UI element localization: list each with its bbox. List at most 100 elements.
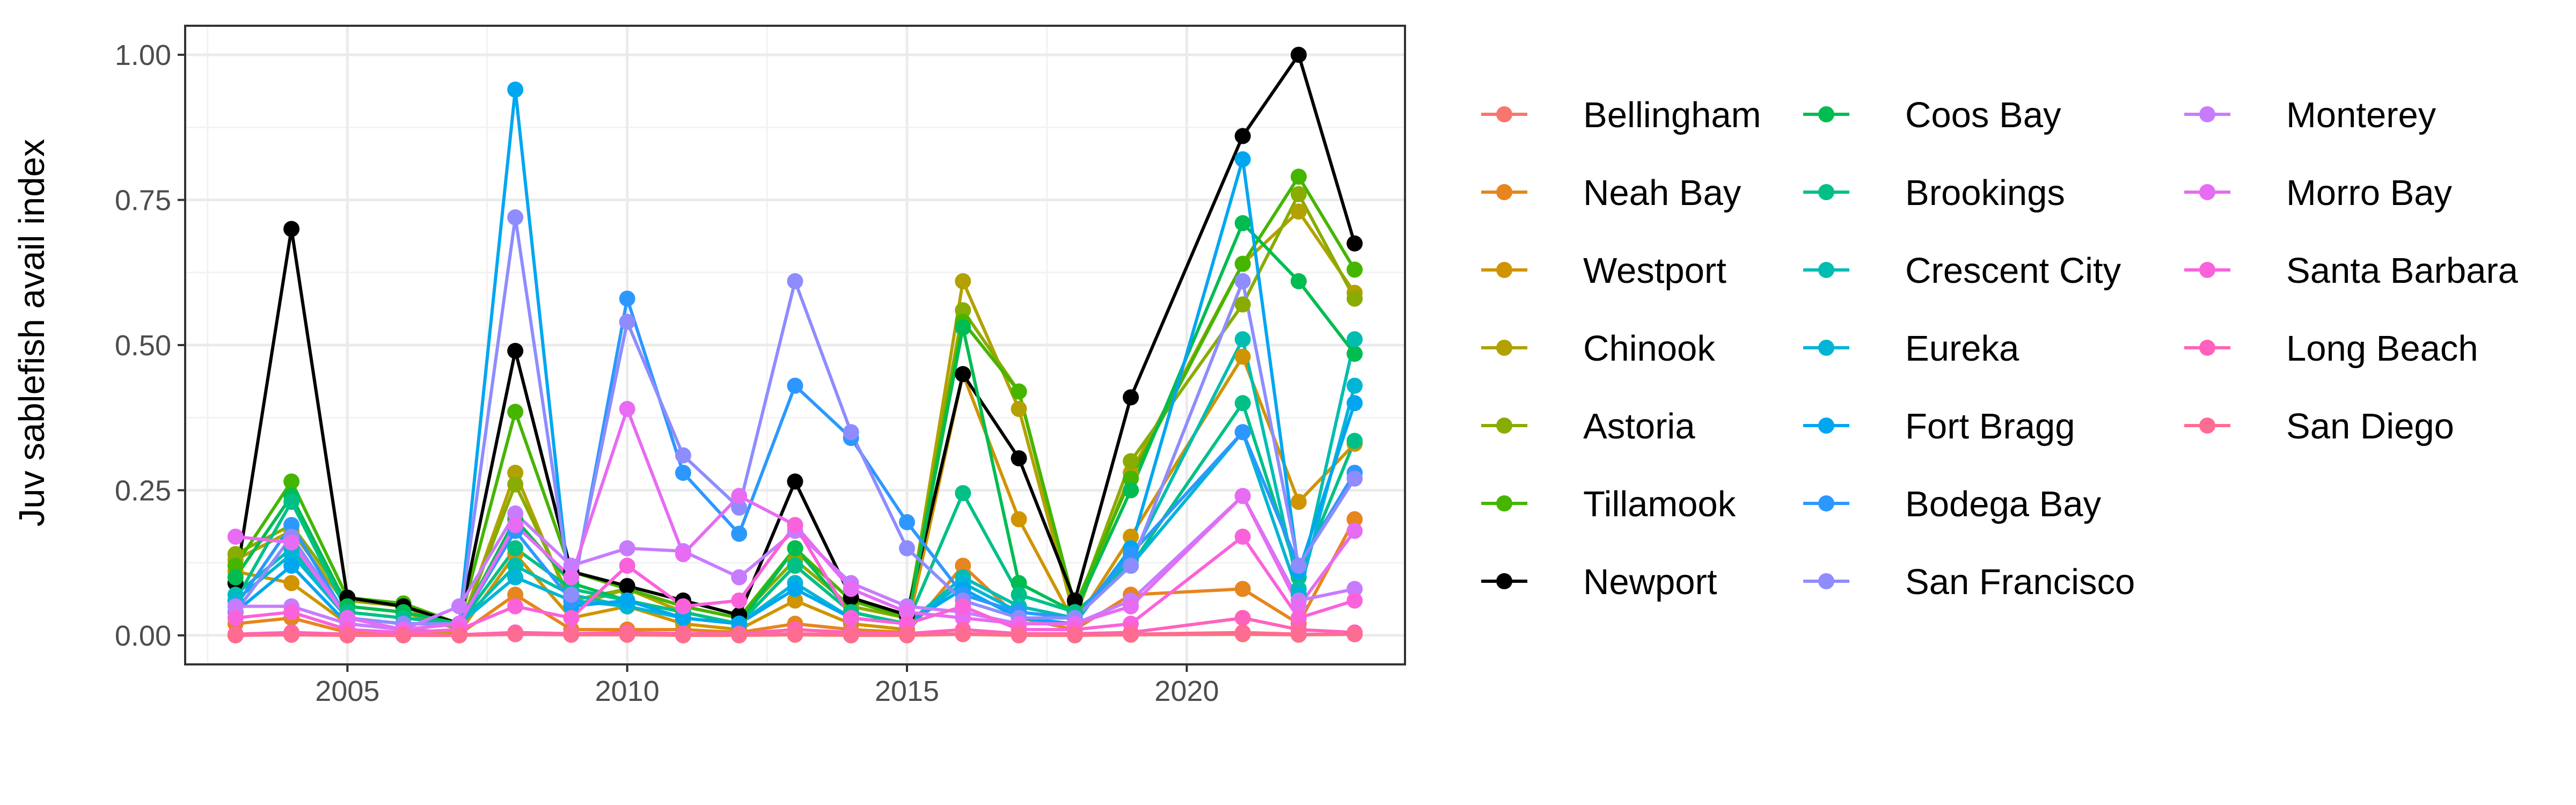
data-point-morro-bay — [563, 569, 580, 586]
legend-key-point — [1818, 573, 1834, 589]
data-point-san-diego — [1234, 624, 1251, 641]
data-point-bodega-bay — [731, 525, 748, 542]
data-point-morro-bay — [283, 534, 300, 551]
legend-label: Brookings — [1905, 173, 2065, 213]
legend-key-point — [1496, 495, 1512, 511]
data-point-chinook — [1011, 401, 1027, 417]
data-point-bodega-bay — [675, 465, 691, 481]
data-point-morro-bay — [227, 529, 244, 545]
data-point-san-diego — [339, 627, 356, 643]
series-line-tillamook — [233, 175, 1357, 626]
data-point-westport — [1011, 511, 1027, 528]
data-point-morro-bay — [731, 488, 748, 504]
legend-item-bodega-bay: Bodega Bay — [1803, 484, 2102, 524]
data-point-tillamook — [1290, 169, 1307, 185]
data-point-long-beach — [1234, 610, 1251, 626]
legend-item-san-diego: San Diego — [2184, 406, 2454, 447]
data-point-bodega-bay — [283, 517, 300, 533]
legend-label: Morro Bay — [2286, 173, 2453, 213]
data-point-tillamook — [283, 473, 300, 490]
legend-item-santa-barbara: Santa Barbara — [2184, 251, 2519, 291]
y-tick-label: 1.00 — [115, 39, 171, 71]
legend-key-point — [1496, 340, 1512, 356]
legend-label: Coos Bay — [1905, 95, 2061, 135]
data-point-astoria — [1234, 296, 1251, 313]
series-line-newport — [233, 53, 1357, 626]
legend-item-crescent-city: Crescent City — [1803, 251, 2121, 291]
data-point-monterey — [451, 598, 467, 614]
data-point-tillamook — [1123, 470, 1139, 487]
legend-key-point — [1496, 262, 1512, 278]
x-tick-label: 2010 — [595, 675, 660, 707]
data-point-neah-bay — [1346, 511, 1363, 528]
data-point-astoria — [1123, 453, 1139, 470]
data-point-morro-bay — [1234, 488, 1251, 504]
data-point-morro-bay — [675, 546, 691, 562]
plot-area — [184, 25, 1406, 665]
legend-item-san-francisco: San Francisco — [1803, 562, 2135, 602]
series-line-monterey — [233, 494, 1357, 632]
data-point-fort-bragg — [787, 581, 803, 597]
legend-item-tillamook: Tillamook — [1481, 484, 1736, 524]
data-point-santa-barbara — [955, 598, 971, 614]
data-point-monterey — [507, 505, 524, 522]
data-point-astoria — [507, 476, 524, 493]
data-point-newport — [283, 221, 300, 237]
data-point-san-diego — [563, 626, 580, 643]
legend-item-morro-bay: Morro Bay — [2184, 173, 2453, 213]
legend-label: Westport — [1583, 251, 1726, 291]
data-point-astoria — [227, 546, 244, 562]
data-point-tillamook — [1346, 261, 1363, 278]
data-point-san-diego — [619, 626, 635, 642]
data-point-brookings — [283, 494, 300, 510]
data-point-newport — [955, 366, 971, 383]
data-point-fort-bragg — [619, 592, 635, 609]
legend-label: Tillamook — [1583, 484, 1736, 524]
data-point-coos-bay — [1234, 215, 1251, 231]
data-point-astoria — [955, 302, 971, 319]
data-point-newport — [1066, 592, 1083, 609]
y-tick-label: 0.50 — [115, 330, 171, 362]
data-point-newport — [1011, 450, 1027, 466]
data-point-santa-barbara — [675, 598, 691, 614]
data-point-san-francisco — [1234, 273, 1251, 289]
legend-key-point — [2199, 184, 2215, 200]
data-point-tillamook — [1234, 255, 1251, 272]
data-point-brookings — [787, 558, 803, 574]
legend-label: Astoria — [1583, 406, 1695, 447]
series-line-morro-bay — [233, 407, 1357, 632]
legend-key-point — [1818, 418, 1834, 434]
data-point-morro-bay — [507, 517, 524, 533]
series-line-coos-bay — [233, 221, 1357, 626]
data-point-westport — [1234, 348, 1251, 365]
data-point-santa-barbara — [1290, 610, 1307, 626]
legend-item-westport: Westport — [1481, 251, 1726, 291]
data-point-westport — [283, 575, 300, 591]
data-point-santa-barbara — [507, 598, 524, 614]
data-point-crescent-city — [507, 558, 524, 574]
legend-label: Chinook — [1583, 328, 1715, 369]
data-point-san-francisco — [675, 447, 691, 464]
data-point-santa-barbara — [283, 604, 300, 620]
legend-item-coos-bay: Coos Bay — [1803, 95, 2061, 135]
legend-key-point — [2199, 262, 2215, 278]
legend-label: Santa Barbara — [2286, 251, 2519, 291]
legend-key-point — [2199, 340, 2215, 356]
data-point-newport — [1123, 389, 1139, 406]
legend-label: Bodega Bay — [1905, 484, 2102, 524]
legend-key-point — [1496, 573, 1512, 589]
data-point-san-diego — [1011, 626, 1027, 643]
x-tick-label: 2020 — [1154, 675, 1219, 707]
y-axis-title: Juv sablefish avail index — [12, 139, 52, 527]
legend-item-brookings: Brookings — [1803, 173, 2065, 213]
data-point-coos-bay — [1011, 575, 1027, 591]
legend-label: Fort Bragg — [1905, 406, 2075, 447]
legend-item-chinook: Chinook — [1481, 328, 1715, 369]
data-point-chinook — [955, 273, 971, 289]
legend-item-neah-bay: Neah Bay — [1481, 173, 1741, 213]
legend-key-point — [1818, 340, 1834, 356]
data-point-morro-bay — [955, 610, 971, 626]
data-point-san-diego — [283, 626, 300, 643]
data-point-coos-bay — [1346, 346, 1363, 362]
